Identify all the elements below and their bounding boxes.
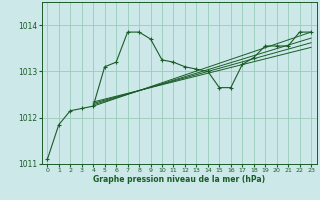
X-axis label: Graphe pression niveau de la mer (hPa): Graphe pression niveau de la mer (hPa): [93, 175, 265, 184]
